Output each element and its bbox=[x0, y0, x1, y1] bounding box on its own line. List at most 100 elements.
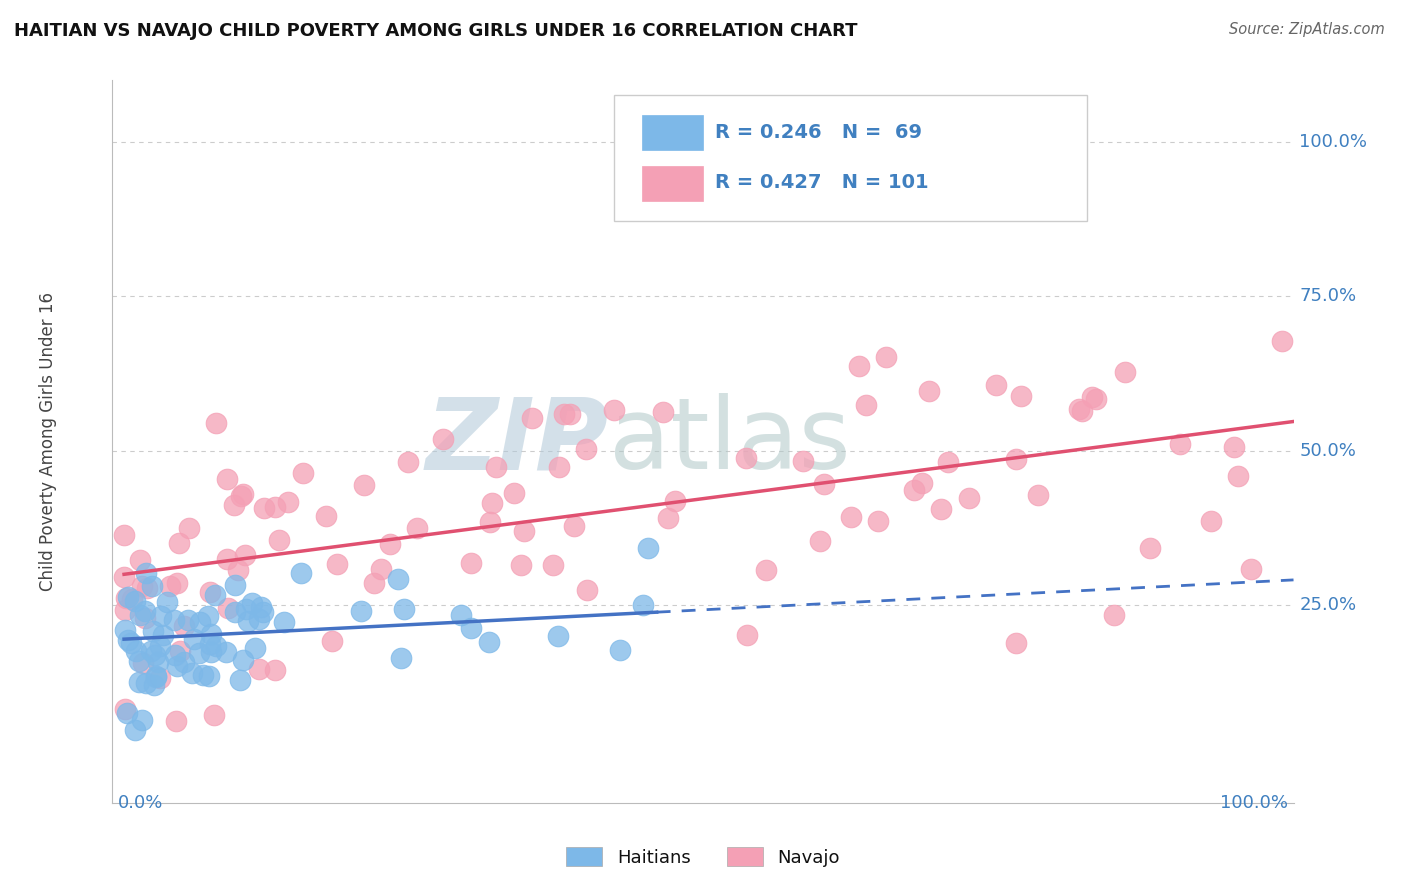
Point bbox=[247, 612, 270, 626]
Point bbox=[200, 626, 222, 640]
Point bbox=[177, 614, 200, 628]
Point bbox=[143, 648, 166, 662]
Point bbox=[233, 549, 256, 563]
Point bbox=[235, 602, 257, 616]
Point bbox=[197, 608, 219, 623]
Point bbox=[273, 615, 295, 629]
Point bbox=[191, 668, 214, 682]
Point bbox=[131, 713, 153, 727]
Point bbox=[155, 594, 177, 608]
Point bbox=[121, 591, 143, 606]
Point bbox=[173, 619, 195, 633]
Point bbox=[188, 646, 211, 660]
Point bbox=[202, 708, 225, 723]
Point bbox=[165, 648, 187, 663]
Point bbox=[735, 450, 758, 465]
Point bbox=[215, 645, 238, 659]
Point bbox=[868, 515, 890, 529]
Point bbox=[135, 566, 157, 580]
Point bbox=[134, 604, 156, 618]
Point bbox=[125, 644, 148, 658]
Point bbox=[370, 561, 392, 575]
Point bbox=[839, 510, 862, 524]
Point bbox=[114, 702, 136, 716]
Point bbox=[392, 601, 415, 615]
Point bbox=[574, 442, 596, 456]
Text: R = 0.246   N =  69: R = 0.246 N = 69 bbox=[714, 123, 922, 142]
Text: 25.0%: 25.0% bbox=[1299, 596, 1357, 615]
Point bbox=[1271, 334, 1294, 348]
Point bbox=[145, 670, 167, 684]
Point bbox=[115, 706, 138, 720]
Point bbox=[232, 486, 254, 500]
Point bbox=[290, 566, 312, 581]
Point bbox=[503, 486, 526, 500]
Point bbox=[205, 416, 228, 430]
Point bbox=[120, 636, 142, 650]
Point bbox=[547, 460, 569, 475]
Point bbox=[128, 654, 150, 668]
Point bbox=[131, 579, 153, 593]
Point bbox=[562, 519, 585, 533]
Point bbox=[353, 478, 375, 492]
Point bbox=[1071, 404, 1094, 418]
Point bbox=[450, 607, 472, 622]
Point bbox=[1168, 436, 1191, 450]
Point bbox=[252, 605, 274, 619]
FancyBboxPatch shape bbox=[641, 115, 703, 151]
Point bbox=[513, 524, 536, 538]
Point bbox=[177, 521, 200, 535]
Text: 75.0%: 75.0% bbox=[1299, 287, 1357, 305]
Point bbox=[315, 509, 337, 524]
Text: 0.0%: 0.0% bbox=[118, 794, 163, 812]
Point bbox=[1139, 541, 1161, 555]
Point bbox=[115, 591, 138, 606]
Point bbox=[232, 652, 254, 666]
Point bbox=[200, 645, 222, 659]
Point bbox=[363, 576, 385, 591]
Point bbox=[651, 405, 673, 419]
Text: HAITIAN VS NAVAJO CHILD POVERTY AMONG GIRLS UNDER 16 CORRELATION CHART: HAITIAN VS NAVAJO CHILD POVERTY AMONG GI… bbox=[14, 22, 858, 40]
Point bbox=[183, 632, 205, 646]
Point bbox=[128, 608, 150, 623]
Point bbox=[112, 570, 135, 584]
Point bbox=[609, 643, 631, 657]
Point bbox=[1114, 366, 1136, 380]
Point bbox=[1223, 440, 1246, 454]
Point bbox=[204, 588, 226, 602]
Point bbox=[112, 528, 135, 542]
Point bbox=[406, 521, 429, 535]
Point bbox=[152, 628, 174, 642]
Point bbox=[664, 493, 686, 508]
Point bbox=[198, 669, 221, 683]
Point bbox=[918, 384, 941, 398]
Point bbox=[253, 501, 276, 516]
Point bbox=[576, 583, 599, 598]
Point bbox=[124, 723, 146, 737]
Point bbox=[813, 477, 835, 491]
Point bbox=[167, 536, 190, 550]
Point bbox=[478, 515, 501, 529]
Point bbox=[378, 536, 401, 550]
Point bbox=[1199, 514, 1222, 528]
Point bbox=[198, 637, 221, 651]
Point bbox=[387, 572, 409, 586]
Point bbox=[165, 714, 187, 728]
Point bbox=[1104, 608, 1126, 623]
Point bbox=[1085, 392, 1108, 406]
Point bbox=[855, 398, 877, 412]
Point bbox=[267, 533, 290, 547]
Point bbox=[1069, 402, 1091, 417]
Point bbox=[485, 459, 508, 474]
Point bbox=[136, 582, 159, 596]
Point bbox=[350, 603, 373, 617]
Point bbox=[222, 498, 245, 512]
Point bbox=[986, 378, 1008, 392]
Point bbox=[114, 624, 136, 638]
Point bbox=[247, 662, 270, 676]
Legend: Haitians, Navajo: Haitians, Navajo bbox=[560, 840, 846, 874]
Point bbox=[143, 678, 166, 692]
Point bbox=[603, 403, 626, 417]
Point bbox=[188, 615, 211, 630]
Text: Source: ZipAtlas.com: Source: ZipAtlas.com bbox=[1229, 22, 1385, 37]
